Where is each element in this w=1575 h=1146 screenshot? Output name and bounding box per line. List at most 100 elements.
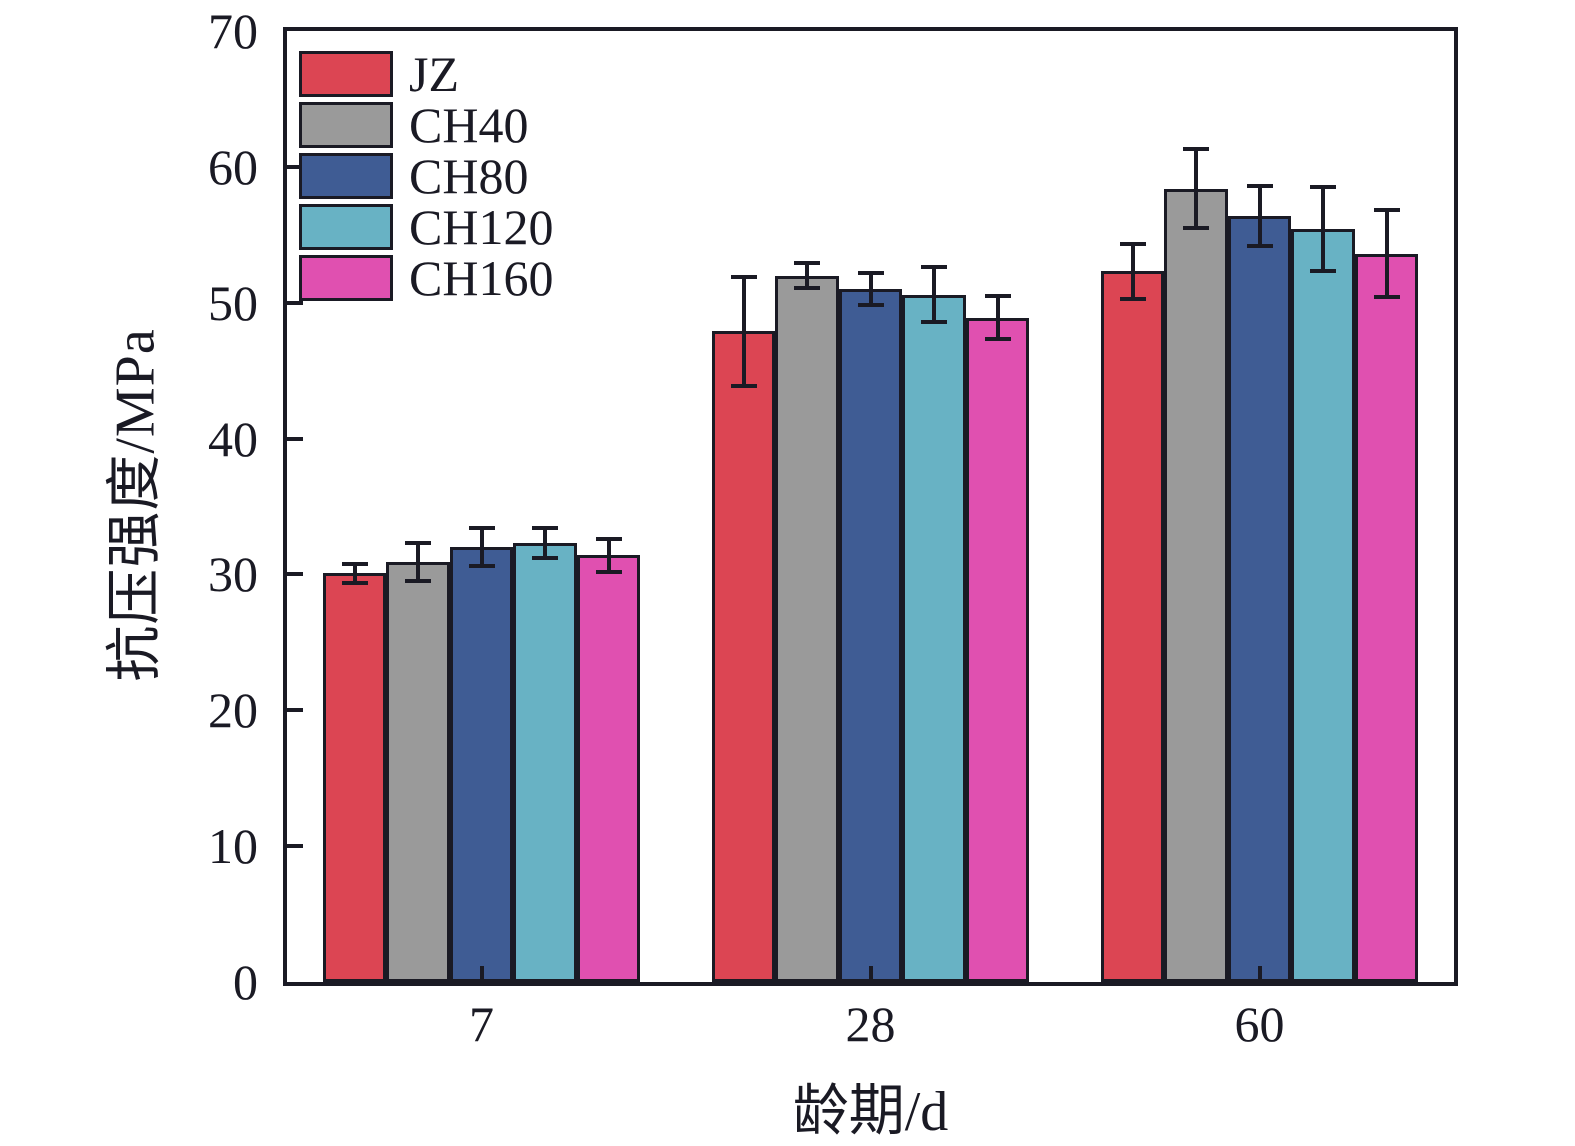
error-cap-top-CH40-28 (794, 261, 820, 266)
bar-JZ-7 (322, 573, 387, 982)
bar-CH40-28 (775, 275, 839, 982)
legend-swatch-ch80 (299, 153, 393, 199)
y-tick-label-20: 20 (208, 682, 258, 739)
error-bar-CH40-60 (1194, 149, 1198, 228)
legend-item-ch160: CH160 (299, 250, 554, 306)
legend-swatch-ch40 (299, 102, 393, 148)
y-tick-label-10: 10 (208, 818, 258, 875)
error-bar-CH120-60 (1321, 187, 1325, 272)
x-tick-mark-60 (1257, 966, 1262, 982)
error-bar-CH120-28 (932, 267, 936, 322)
error-cap-top-CH120-28 (921, 265, 947, 270)
error-bar-CH160-28 (995, 295, 1000, 340)
error-cap-bottom-CH80-60 (1246, 243, 1273, 248)
error-cap-bottom-JZ-7 (341, 580, 368, 585)
error-bar-CH80-7 (479, 528, 484, 567)
error-cap-top-CH80-7 (468, 526, 495, 531)
bar-CH160-7 (576, 555, 641, 982)
x-tick-label-7: 7 (469, 996, 494, 1052)
y-tick-mark-50 (287, 300, 303, 305)
error-cap-bottom-JZ-60 (1119, 296, 1146, 301)
error-cap-bottom-JZ-28 (730, 383, 757, 388)
error-cap-bottom-CH120-7 (532, 556, 558, 561)
bar-CH160-60 (1354, 253, 1419, 982)
legend-label-ch120: CH120 (409, 199, 554, 255)
error-cap-top-CH80-28 (857, 270, 884, 275)
legend-label-ch80: CH80 (409, 148, 529, 204)
legend: JZ CH40 CH80 CH120 CH160 (299, 46, 554, 306)
legend-item-ch40: CH40 (299, 97, 553, 153)
x-axis-title: 龄期/d (792, 1081, 949, 1143)
error-cap-bottom-CH160-7 (595, 569, 622, 574)
error-bar-CH80-60 (1257, 185, 1262, 246)
y-tick-mark-30 (287, 572, 303, 577)
bar-CH80-60 (1227, 215, 1292, 982)
error-cap-bottom-CH160-60 (1373, 295, 1400, 300)
legend-swatch-ch120 (299, 204, 393, 250)
error-cap-top-JZ-28 (730, 274, 757, 279)
error-cap-top-CH160-60 (1373, 208, 1400, 213)
bar-JZ-60 (1100, 271, 1165, 982)
error-cap-top-CH40-7 (405, 541, 431, 546)
bar-CH80-7 (449, 547, 514, 982)
bar-JZ-28 (711, 331, 776, 982)
error-bar-CH40-28 (805, 263, 809, 288)
error-bar-CH160-7 (606, 539, 611, 572)
bar-CH40-7 (386, 562, 450, 982)
error-cap-bottom-CH120-28 (921, 319, 947, 324)
error-cap-top-CH120-60 (1310, 185, 1336, 190)
error-cap-bottom-CH40-28 (794, 285, 820, 290)
error-cap-bottom-CH160-28 (984, 337, 1011, 342)
legend-item-ch80: CH80 (299, 148, 553, 204)
bar-CH120-28 (902, 294, 966, 982)
bar-CH120-7 (513, 543, 577, 982)
y-tick-label-0: 0 (233, 954, 258, 1010)
error-bar-CH120-7 (543, 528, 547, 559)
y-axis-title: 抗压强度/MPa (104, 328, 167, 682)
y-tick-label-40: 40 (208, 410, 258, 467)
legend-swatch-jz (299, 51, 393, 97)
legend-label-ch160: CH160 (409, 250, 554, 306)
bar-CH40-60 (1164, 188, 1228, 982)
error-bar-CH40-7 (416, 543, 420, 582)
error-cap-top-CH160-7 (595, 537, 622, 542)
legend-item-ch120: CH120 (299, 199, 554, 255)
y-tick-label-50: 50 (208, 274, 258, 331)
y-tick-label-30: 30 (208, 546, 258, 603)
error-cap-top-CH80-60 (1246, 183, 1273, 188)
error-cap-bottom-CH80-28 (857, 303, 884, 308)
y-tick-label-70: 70 (208, 3, 258, 59)
x-tick-label-28: 28 (845, 996, 896, 1052)
error-cap-top-CH160-28 (984, 293, 1011, 298)
error-bar-CH80-28 (868, 272, 873, 306)
error-bar-CH160-60 (1384, 210, 1389, 298)
x-tick-label-60: 60 (1234, 996, 1285, 1052)
error-cap-bottom-CH40-7 (405, 579, 431, 584)
y-tick-mark-10 (287, 844, 303, 849)
plot-area: JZ CH40 CH80 CH120 CH160 (283, 27, 1458, 986)
error-cap-bottom-CH40-60 (1183, 225, 1209, 230)
error-cap-top-CH120-7 (532, 526, 558, 531)
error-bar-JZ-60 (1130, 244, 1135, 299)
error-cap-bottom-CH120-60 (1310, 269, 1336, 274)
error-bar-JZ-28 (741, 276, 746, 386)
bar-CH160-28 (965, 317, 1030, 982)
bar-CH80-28 (838, 289, 903, 982)
legend-item-jz: JZ (299, 46, 553, 102)
legend-label-jz: JZ (409, 46, 459, 102)
y-tick-label-60: 60 (208, 138, 258, 195)
error-cap-bottom-CH80-7 (468, 564, 495, 569)
x-tick-mark-28 (868, 966, 873, 982)
y-tick-mark-40 (287, 436, 303, 441)
legend-label-ch40: CH40 (409, 97, 529, 153)
legend-swatch-ch160 (299, 255, 393, 301)
x-tick-mark-7 (479, 966, 484, 982)
error-bar-JZ-7 (352, 563, 357, 583)
error-cap-top-JZ-60 (1119, 242, 1146, 247)
bar-CH120-60 (1291, 229, 1355, 982)
error-cap-top-JZ-7 (341, 561, 368, 566)
y-tick-mark-20 (287, 708, 303, 713)
error-cap-top-CH40-60 (1183, 147, 1209, 152)
y-tick-mark-60 (287, 164, 303, 169)
